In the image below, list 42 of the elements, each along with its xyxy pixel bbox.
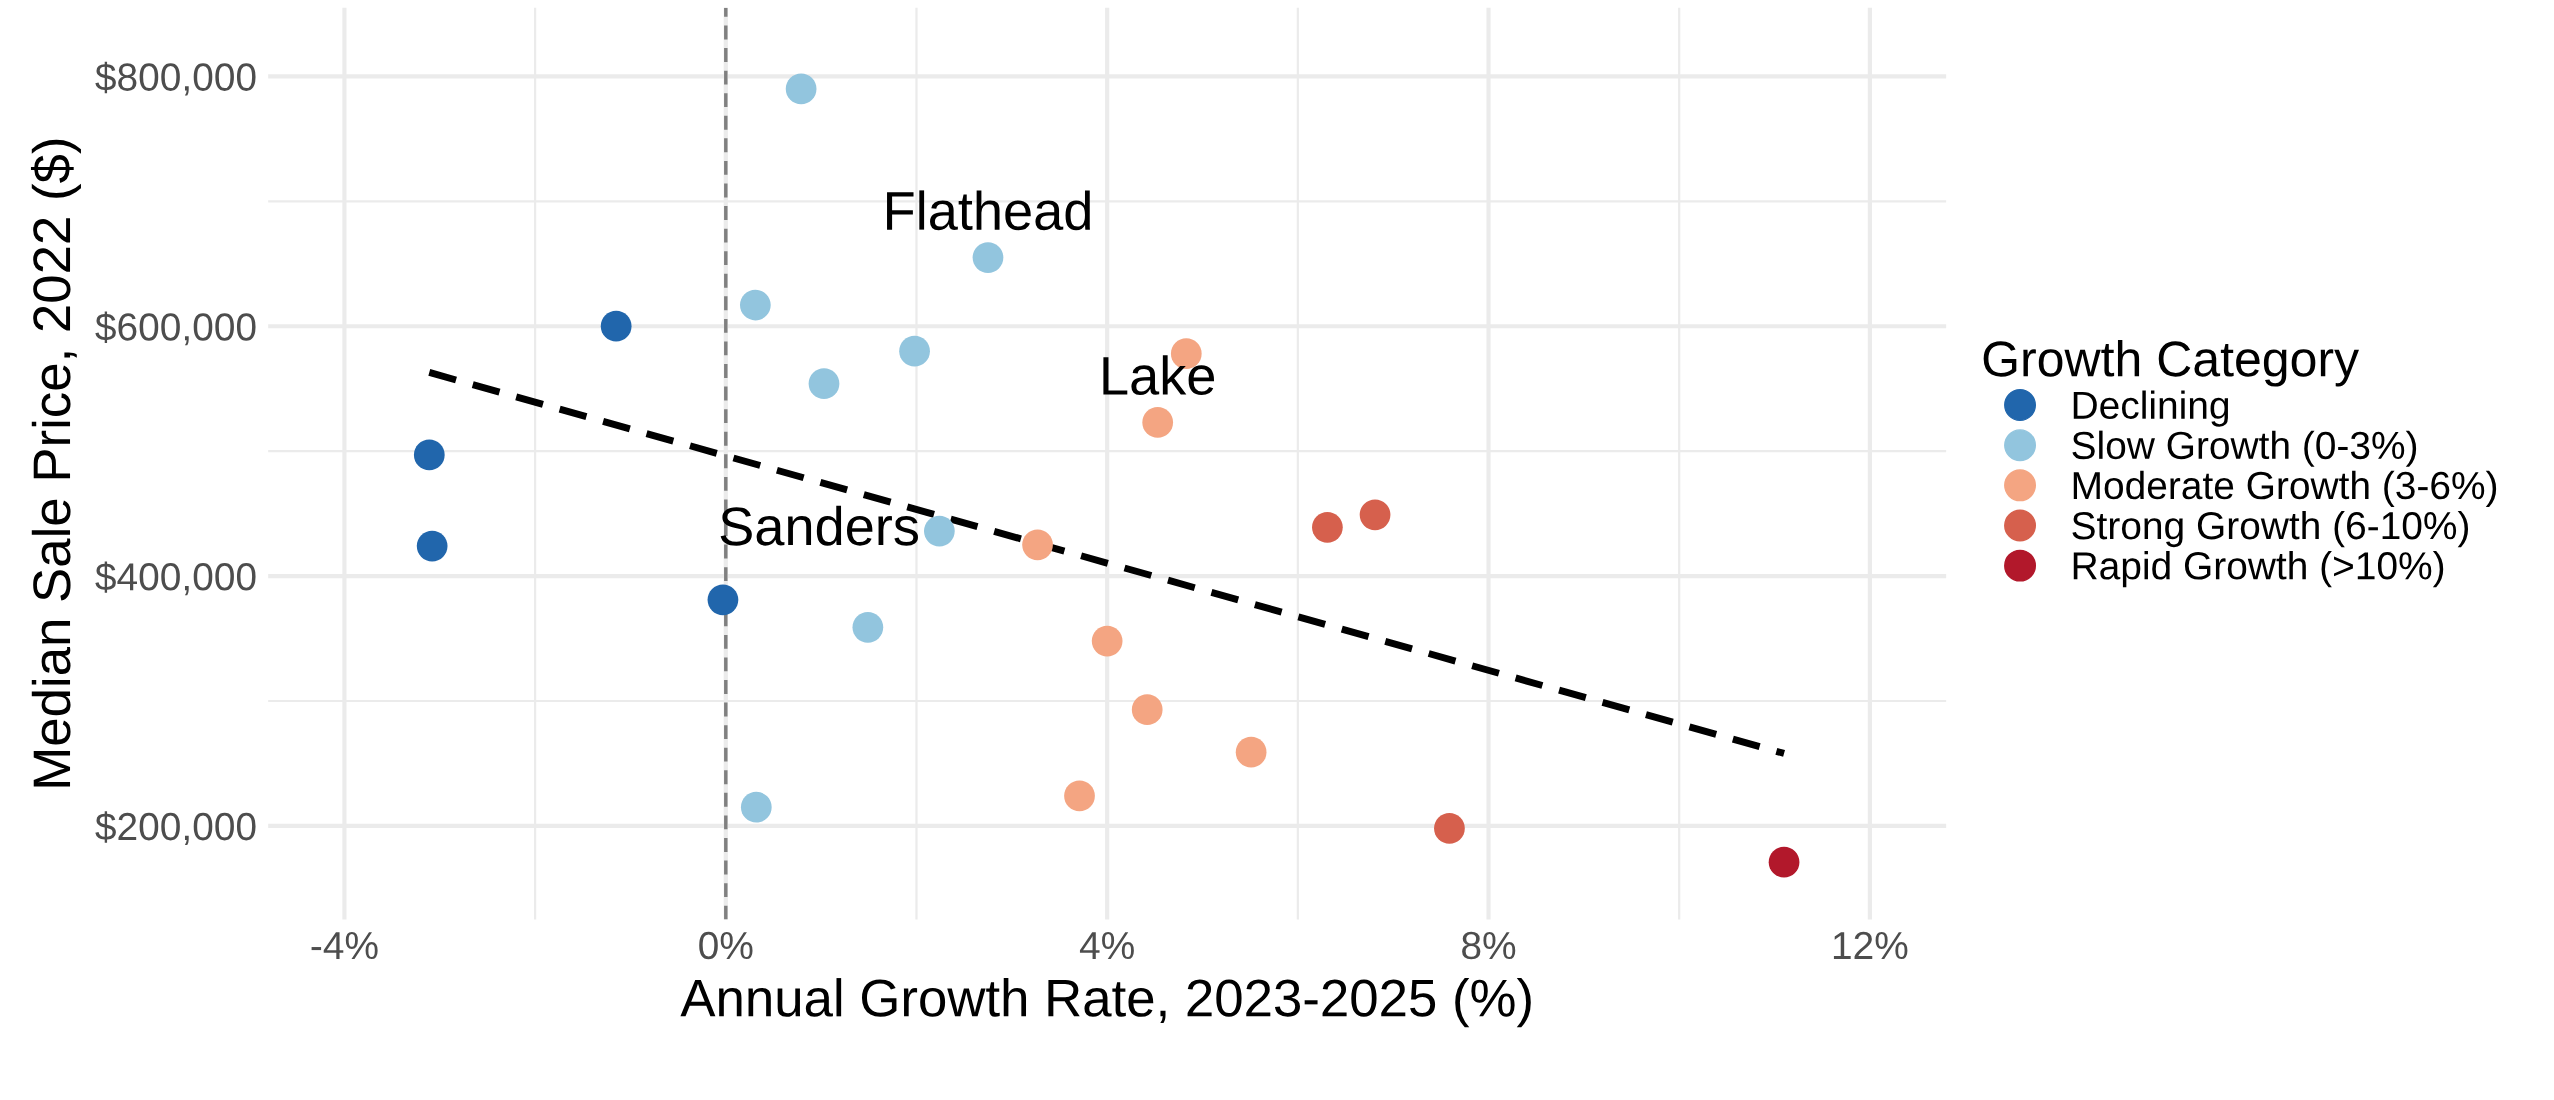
- x-axis-title: Annual Growth Rate, 2023-2025 (%): [680, 978, 1531, 1028]
- point: [740, 791, 772, 823]
- point: [1235, 736, 1267, 768]
- point: [1091, 625, 1123, 657]
- point: [413, 439, 445, 471]
- legend-label: Moderate Growth (3-6%): [2073, 470, 2497, 508]
- point: [808, 368, 840, 400]
- legend-label: Slow Growth (0-3%): [2072, 430, 2417, 467]
- point: [416, 530, 448, 562]
- y-tick-label: $200,000: [95, 811, 256, 845]
- point: [1022, 529, 1053, 561]
- y-tick-label: $800,000: [95, 61, 256, 96]
- x-tick-label: 0%: [699, 931, 753, 960]
- point: [1768, 846, 1800, 878]
- legend-title: Growth Category: [1983, 339, 2359, 387]
- point: [972, 242, 1004, 273]
- point: [785, 73, 817, 105]
- legend-label: Rapid Growth (>10%): [2073, 551, 2444, 588]
- y-axis-title: Median Sale Price, 2022 ($): [30, 139, 81, 787]
- point: [707, 584, 739, 616]
- point: [852, 611, 884, 643]
- point: [1434, 813, 1465, 844]
- annotation: Flathead: [887, 190, 1090, 231]
- point: [1131, 694, 1163, 726]
- y-tick-label: $400,000: [95, 561, 256, 596]
- point: [1064, 780, 1095, 812]
- point: [739, 289, 771, 321]
- point: [899, 335, 930, 367]
- point: [1142, 407, 1174, 438]
- x-tick-label: 12%: [1833, 931, 1908, 960]
- annotation: Sanders: [720, 505, 918, 546]
- annotation: Lake: [1103, 355, 1215, 396]
- point: [1359, 499, 1391, 531]
- x-tick-label: -4%: [311, 931, 378, 960]
- legend-label: Declining: [2073, 390, 2229, 427]
- legend-label: Strong Growth (6-10%): [2072, 510, 2469, 548]
- point: [1312, 511, 1343, 543]
- point: [600, 310, 632, 342]
- y-tick-label: $600,000: [95, 311, 256, 346]
- x-tick-label: 4%: [1079, 931, 1134, 960]
- point: [923, 515, 955, 547]
- x-tick-label: 8%: [1462, 931, 1516, 960]
